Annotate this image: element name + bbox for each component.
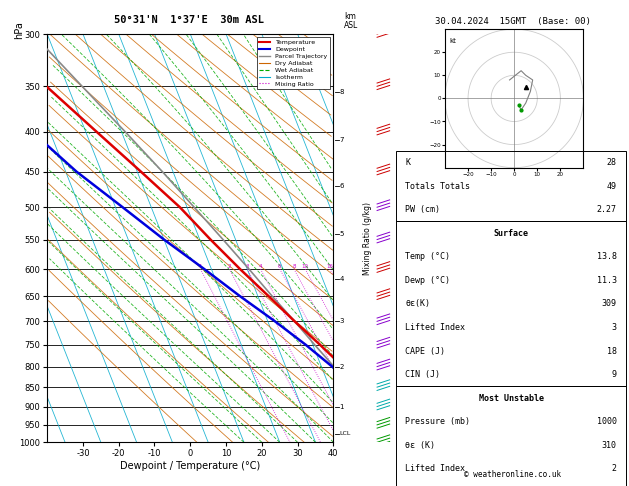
Text: 1000: 1000 (597, 417, 616, 426)
Text: 1: 1 (340, 403, 344, 410)
Text: 8: 8 (292, 264, 296, 269)
Text: Mixing Ratio (g/kg): Mixing Ratio (g/kg) (364, 202, 372, 275)
Text: Lifted Index: Lifted Index (406, 323, 465, 332)
Text: 2: 2 (228, 264, 231, 269)
Text: K: K (406, 158, 411, 167)
Text: 6: 6 (278, 264, 282, 269)
Text: km
ASL: km ASL (343, 12, 358, 30)
Bar (396, 151, 626, 222)
Text: CIN (J): CIN (J) (406, 370, 440, 379)
Text: 4: 4 (259, 264, 262, 269)
Text: 16: 16 (326, 264, 333, 269)
Text: 30.04.2024  15GMT  (Base: 00): 30.04.2024 15GMT (Base: 00) (435, 17, 591, 26)
Text: 6: 6 (340, 183, 344, 189)
Text: Lifted Index: Lifted Index (406, 465, 465, 473)
Text: Temp (°C): Temp (°C) (406, 252, 450, 261)
Text: 10: 10 (302, 264, 309, 269)
Text: θε(K): θε(K) (406, 299, 430, 309)
X-axis label: Dewpoint / Temperature (°C): Dewpoint / Temperature (°C) (120, 461, 260, 471)
Text: © weatheronline.co.uk: © weatheronline.co.uk (464, 469, 561, 479)
Text: 28: 28 (607, 158, 616, 167)
Text: 4: 4 (340, 276, 344, 282)
Text: 3: 3 (245, 264, 249, 269)
Text: 1: 1 (199, 264, 203, 269)
Text: θε (K): θε (K) (406, 441, 435, 450)
Text: 50°31'N  1°37'E  30m ASL: 50°31'N 1°37'E 30m ASL (114, 15, 264, 25)
Text: Pressure (mb): Pressure (mb) (406, 417, 470, 426)
Text: 2.27: 2.27 (597, 205, 616, 214)
Text: 2: 2 (340, 364, 344, 369)
Text: 49: 49 (607, 182, 616, 191)
Text: 9: 9 (611, 370, 616, 379)
Text: Surface: Surface (494, 229, 528, 238)
Text: Totals Totals: Totals Totals (406, 182, 470, 191)
Text: PW (cm): PW (cm) (406, 205, 440, 214)
Text: 11.3: 11.3 (597, 276, 616, 285)
Text: 7: 7 (340, 137, 344, 143)
Text: 310: 310 (602, 441, 616, 450)
Text: 8: 8 (340, 89, 344, 95)
Text: CAPE (J): CAPE (J) (406, 347, 445, 356)
Text: 309: 309 (602, 299, 616, 309)
Text: 3: 3 (611, 323, 616, 332)
Bar (396, 386, 626, 486)
Text: 13.8: 13.8 (597, 252, 616, 261)
Text: 18: 18 (607, 347, 616, 356)
Text: LCL: LCL (340, 431, 351, 436)
Text: Most Unstable: Most Unstable (479, 394, 543, 403)
Text: Dewp (°C): Dewp (°C) (406, 276, 450, 285)
Text: 2: 2 (611, 465, 616, 473)
Text: 3: 3 (340, 318, 344, 324)
Text: 5: 5 (340, 231, 344, 237)
Bar (396, 222, 626, 386)
Legend: Temperature, Dewpoint, Parcel Trajectory, Dry Adiabat, Wet Adiabat, Isotherm, Mi: Temperature, Dewpoint, Parcel Trajectory… (257, 37, 330, 89)
Y-axis label: hPa: hPa (14, 21, 25, 39)
Text: kt: kt (450, 38, 457, 44)
